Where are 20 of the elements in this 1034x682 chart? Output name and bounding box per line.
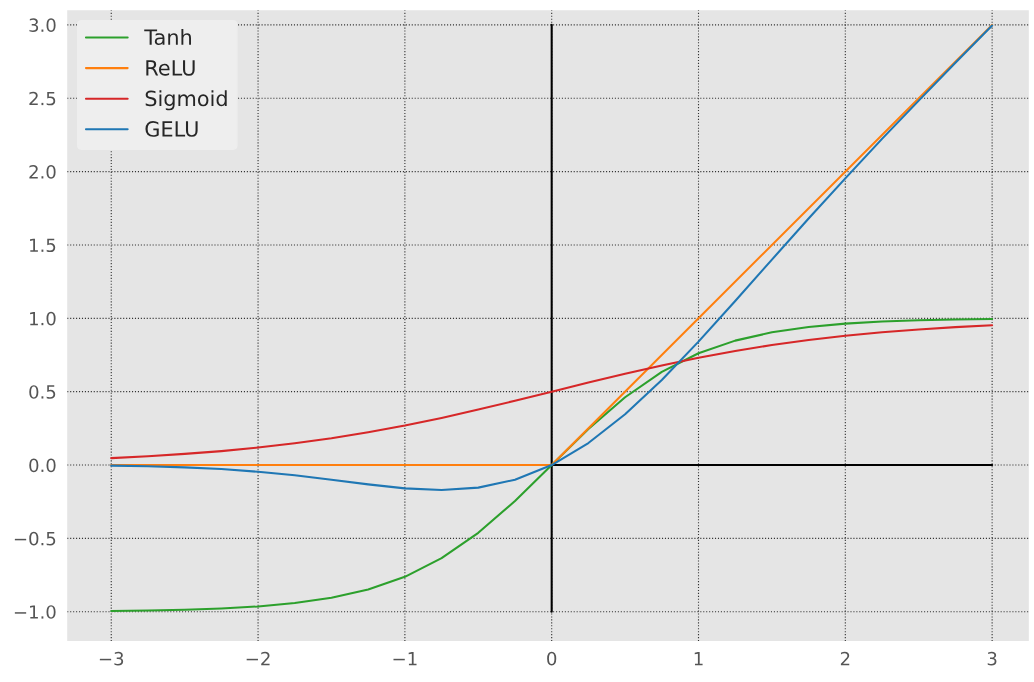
- y-tick-label: −1.0: [14, 605, 56, 619]
- y-tick-label: 2.5: [29, 91, 56, 106]
- x-tick-label: −1: [393, 652, 417, 666]
- legend-label: GELU: [145, 121, 198, 137]
- x-tick-label: −2: [246, 651, 270, 666]
- y-tick-label: 3.0: [29, 18, 56, 33]
- y-tick-label: 2.0: [29, 165, 56, 179]
- x-tick-label: 3: [987, 651, 997, 666]
- y-tick-label: 1.5: [30, 238, 56, 253]
- y-tick-label: 1.0: [30, 311, 56, 326]
- y-tick-label: 0.0: [29, 458, 56, 473]
- legend-label: ReLU: [146, 60, 195, 76]
- x-tick-label: 1: [694, 652, 703, 666]
- legend-label: Sigmoid: [145, 90, 227, 111]
- y-tick-label: 0.5: [29, 385, 56, 399]
- x-tick-label: 2: [840, 651, 850, 666]
- x-tick-label: 0: [547, 651, 557, 666]
- x-tick-label: −3: [99, 651, 124, 666]
- y-tick-label: −0.5: [14, 531, 56, 546]
- legend-label: Tanh: [144, 28, 191, 46]
